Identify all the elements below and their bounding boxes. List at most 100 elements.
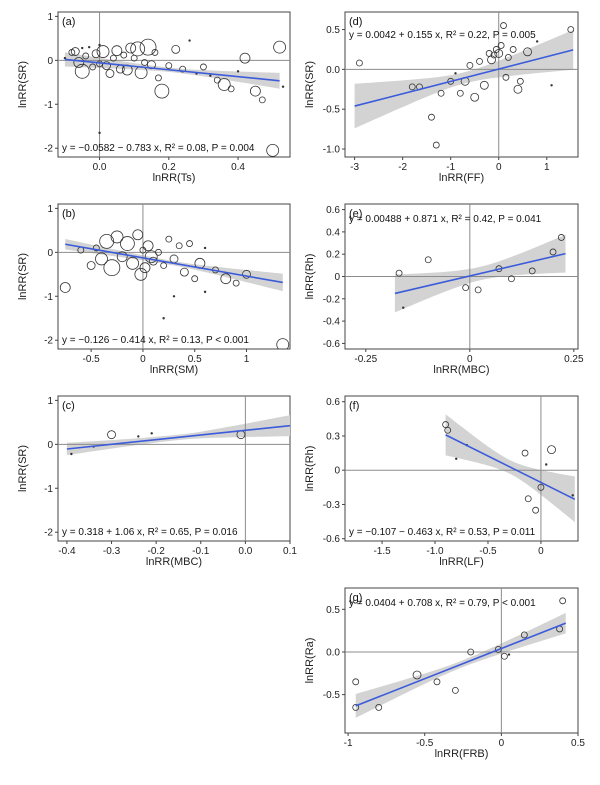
y-tick-label: -1 [44,100,53,111]
data-point [521,449,529,457]
plot-frame [57,395,291,542]
panel-a: 0.0 0.2 0.4 -2 -1 0 1 (a) y = −0.0582 − 0.783… [17,11,291,184]
x-ticks: -0.5 0 0.5 1 [83,349,250,365]
p-value: P < 0.001 [493,598,536,609]
data-point [375,704,383,711]
y-tick-label: -0.6 [323,339,341,350]
x-ticks: -3 -2 -1 0 1 [350,157,550,173]
data-point [497,42,505,49]
regression-line [66,424,290,450]
regression-equation: y = 0.0404 + 0.708 x, R² = 0.79, P < 0.0… [349,598,536,609]
y-ticks: -0.6 -0.4 -0.2 0 0.2 0.4 0.6 [323,205,345,350]
y-tick-label: -2 [44,336,53,347]
data-point [155,248,162,256]
data-point [501,652,508,660]
y-axis-label: lnRR(Rh) [304,446,316,492]
data-point [550,84,553,87]
data-point [95,252,108,266]
data-point [103,259,121,277]
y-ticks: -2 -1 0 1 [44,12,58,155]
data-point [171,44,181,54]
equation-text: y = −0.0582 − 0.783 x, [62,143,165,154]
p-value: P = 0.004 [212,143,255,154]
panel-label: (f) [349,400,359,412]
y-tick-label: 0.6 [326,205,340,216]
data-point [81,46,84,50]
data-point [504,54,512,61]
data-point [119,236,135,251]
y-tick-label: -0.5 [323,690,341,701]
data-point [227,85,235,93]
panel-label: (e) [349,208,362,220]
y-tick-label: -1 [44,292,53,303]
data-point [454,72,457,75]
confidence-band [445,414,575,523]
data-point [467,648,475,656]
data-point [236,70,240,73]
data-point [239,52,251,64]
y-tick-label: 1 [47,396,53,407]
y-tick-label: 0 [334,466,340,477]
data-point [402,306,405,309]
y-tick-label: -1.0 [323,145,341,156]
data-point [509,46,517,53]
data-point [412,670,422,680]
data-point [120,51,128,59]
data-point [139,38,157,56]
regression-line [65,243,283,284]
data-point [220,273,232,285]
x-tick-label: 0.0 [93,162,107,173]
data-point [490,51,498,59]
equation-sep: , [487,30,493,41]
data-point [203,246,207,250]
data-point [455,457,458,460]
data-point [424,256,432,264]
data-point [144,250,158,264]
data-point [155,74,162,82]
data-point [91,49,101,59]
x-ticks: 0.0 0.2 0.4 [93,157,245,173]
p-value: P < 0.001 [206,335,249,346]
data-point [186,240,193,247]
data-point [494,646,502,653]
data-point [74,63,90,79]
p-value: P = 0.016 [195,527,238,538]
y-tick-label: -1 [44,484,53,495]
x-tick-label: -0.2 [148,546,166,557]
y-ticks: -0.5 0.0 0.5 [323,605,345,701]
regression-line [394,252,566,295]
p-value: P = 0.005 [493,30,536,41]
r-squared: R² = 0.65 [148,527,190,538]
data-point [470,92,480,102]
data-point [191,275,199,283]
x-tick-label: -0.1 [192,546,210,557]
data-point [150,432,153,435]
data-point [437,89,445,97]
points [352,597,567,711]
y-tick-label: 0.6 [326,397,340,408]
x-axis-label: lnRR(MBC) [146,556,202,568]
data-point [125,42,137,54]
data-point [456,89,464,97]
data-point [98,131,101,135]
data-point [160,262,168,269]
regression-equation: y = 0.00488 + 0.871 x, R² = 0.42, P = 0.… [349,214,542,225]
y-tick-label: 0.5 [326,605,340,616]
x-tick-label: 0 [467,354,473,365]
data-point [59,282,71,293]
regression-line [355,622,567,707]
data-point [132,229,144,241]
data-point [476,57,483,65]
data-point [276,338,290,349]
data-point [70,452,73,456]
data-point [70,47,80,56]
y-tick-label: 0.3 [326,431,340,442]
r-squared: R² = 0.13 [159,335,201,346]
data-point [508,275,515,283]
data-point [110,230,124,244]
x-tick-label: 0.5 [571,738,585,749]
y-tick-label: 0 [47,248,53,259]
data-point [500,22,507,29]
x-tick-label: 1 [544,162,550,173]
data-point [356,59,363,67]
